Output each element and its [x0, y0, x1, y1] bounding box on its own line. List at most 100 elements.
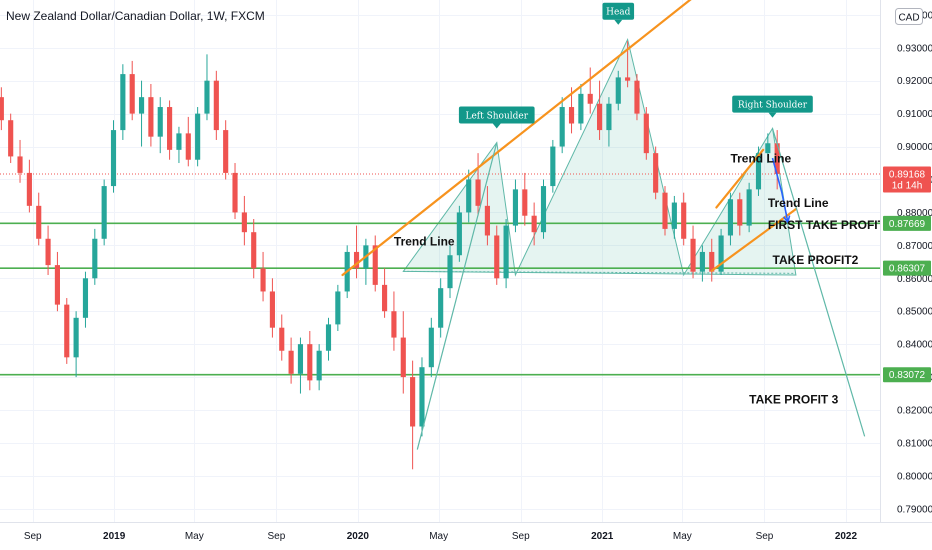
chart-title: New Zealand Dollar/Canadian Dollar, 1W, …: [6, 9, 265, 23]
candle-body: [110, 130, 117, 187]
candle: [269, 278, 275, 338]
candle-body: [681, 202, 687, 239]
time-tick-label: May: [429, 531, 448, 542]
price-tag-bg: [883, 260, 931, 276]
time-tick-label: Sep: [24, 531, 42, 542]
annotation-text: Trend Line: [768, 196, 829, 210]
pattern-neckline: [403, 270, 796, 274]
grid: [0, 0, 880, 522]
candle: [195, 107, 201, 167]
candle: [765, 133, 771, 164]
candle-body: [353, 251, 360, 269]
price-tag-countdown: 1d 14h: [892, 180, 923, 191]
candle-body: [755, 153, 762, 190]
candle: [288, 337, 294, 384]
candle: [400, 311, 406, 394]
price-tick-label: 0.82000: [897, 406, 932, 417]
candle: [92, 228, 98, 285]
candle: [372, 235, 378, 292]
candle: [475, 153, 481, 216]
candle-body: [484, 205, 490, 236]
candle: [241, 195, 247, 246]
candle: [251, 219, 257, 279]
candle-body: [269, 291, 275, 328]
candle: [157, 97, 163, 154]
candle: [120, 64, 126, 140]
candle-body: [279, 327, 285, 351]
candle: [597, 80, 603, 140]
trend-lines: [341, 0, 797, 277]
blue-arrow-head: [782, 215, 791, 225]
candle-body: [185, 133, 191, 160]
price-tick-label: 0.90000: [897, 142, 932, 153]
currency-label: CAD: [898, 13, 919, 24]
candle: [466, 169, 472, 223]
candle-body: [36, 205, 42, 239]
candle-body: [101, 186, 107, 239]
candle-body: [475, 179, 481, 206]
time-axis[interactable]: Sep 2019 May Sep 2020 May Sep 2021 May Sep 2022: [0, 523, 932, 550]
price-tick-label: 0.92000: [897, 76, 932, 87]
candle: [540, 179, 547, 239]
candle: [148, 83, 154, 147]
candle-body: [335, 291, 341, 325]
candle-body: [494, 235, 500, 279]
candle: [531, 202, 537, 246]
price-tick-label: 0.87000: [897, 241, 932, 252]
candle-body: [64, 304, 70, 358]
candle-body: [540, 186, 547, 233]
candle-body: [157, 107, 163, 137]
candle-body: [568, 107, 575, 124]
candle-body: [718, 235, 724, 272]
candle-body: [522, 189, 528, 216]
candle: [578, 83, 584, 131]
candle: [82, 271, 89, 328]
price-tag-value: 0.86307: [889, 264, 926, 275]
candle-body: [148, 97, 154, 137]
candle: [213, 70, 219, 140]
price-tick-label: 0.93000: [897, 43, 932, 54]
annotation-text: Trend Line: [394, 234, 455, 248]
annotation-text: TAKE PROFIT2: [773, 253, 859, 267]
candle-body: [297, 344, 304, 374]
candle-body: [765, 143, 771, 154]
candle: [559, 97, 565, 154]
trend-line: [341, 0, 692, 277]
price-tag: 0.86307: [883, 260, 931, 276]
candle: [662, 186, 668, 236]
blue-arrow: [771, 157, 791, 225]
candle: [494, 225, 500, 285]
candle-body: [400, 337, 406, 378]
candle: [110, 120, 117, 193]
pattern-projection-line: [771, 128, 866, 437]
candle: [671, 195, 677, 239]
candle: [138, 80, 145, 147]
pattern-label-bg: [732, 95, 813, 113]
candle-body: [727, 199, 734, 236]
price-tag-bg: [883, 367, 931, 383]
pattern-label-bg: [458, 106, 535, 124]
candle-body: [138, 97, 145, 114]
currency-button[interactable]: CAD: [895, 8, 923, 25]
candle-body: [550, 146, 556, 187]
price-tick-label: 0.79000: [897, 504, 932, 515]
candle: [176, 126, 182, 164]
price-tick-label: 0.85000: [897, 307, 932, 318]
candle: [353, 225, 360, 279]
candle-body: [241, 212, 247, 233]
pattern-label: Right Shoulder: [732, 95, 813, 118]
candle-body: [625, 77, 631, 81]
candle-body: [167, 107, 173, 150]
price-tag-bg: [883, 215, 931, 231]
candle: [690, 225, 696, 279]
candle: [316, 344, 322, 391]
time-tick-label: Sep: [756, 531, 774, 542]
candle: [456, 205, 462, 262]
candle-body: [737, 199, 743, 226]
candle: [615, 70, 621, 111]
candle: [419, 357, 425, 437]
candle: [101, 179, 107, 246]
candle-body: [26, 172, 32, 206]
candle: [634, 74, 640, 121]
